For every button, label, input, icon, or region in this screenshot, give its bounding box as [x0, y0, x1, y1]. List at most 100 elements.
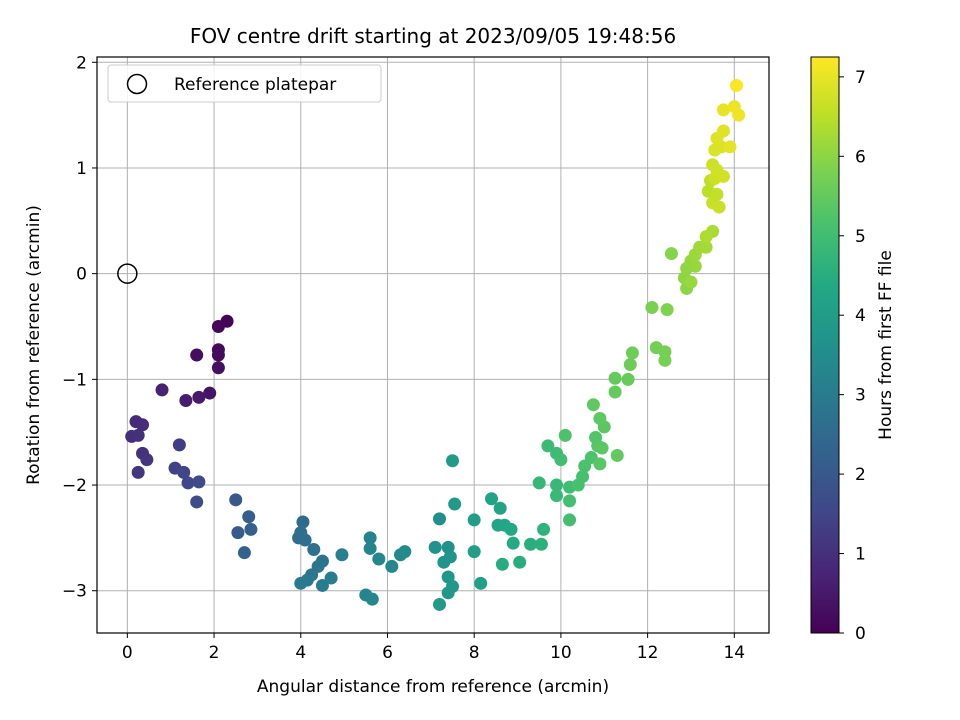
- data-point: [684, 275, 698, 289]
- x-tick-label: 6: [382, 643, 393, 663]
- data-point: [237, 546, 251, 560]
- y-tick-label: −1: [62, 370, 87, 390]
- data-point: [324, 571, 338, 585]
- data-point: [140, 453, 154, 467]
- data-point: [190, 495, 204, 509]
- y-tick-label: 1: [76, 159, 87, 179]
- y-tick-label: −2: [62, 476, 87, 496]
- data-point: [131, 428, 145, 442]
- data-point: [181, 476, 195, 490]
- data-point: [131, 465, 145, 479]
- data-point: [136, 418, 150, 432]
- data-point: [495, 557, 509, 571]
- x-tick-label: 4: [295, 643, 306, 663]
- data-point: [608, 385, 622, 399]
- data-point: [537, 522, 551, 536]
- data-point: [534, 537, 548, 551]
- colorbar-tick-label: 5: [855, 227, 866, 247]
- legend: Reference platepar: [107, 64, 382, 103]
- data-point: [513, 555, 527, 569]
- data-point: [554, 453, 568, 467]
- grid-lines: [97, 57, 769, 633]
- data-point: [437, 555, 451, 569]
- data-point: [294, 526, 308, 540]
- data-point: [563, 494, 577, 508]
- y-tick-label: −3: [62, 582, 87, 602]
- plot-frame: [96, 56, 770, 634]
- data-point: [335, 548, 349, 562]
- data-point: [448, 497, 462, 511]
- data-point: [428, 540, 442, 554]
- data-point: [179, 393, 193, 407]
- data-point: [192, 390, 206, 404]
- data-point: [177, 465, 191, 479]
- legend-box: [107, 64, 382, 103]
- data-point: [244, 522, 258, 536]
- data-point: [621, 372, 635, 386]
- data-point: [593, 411, 607, 425]
- chart-title: FOV centre drift starting at 2023/09/05 …: [190, 24, 676, 48]
- data-point: [307, 543, 321, 557]
- data-point: [723, 140, 737, 154]
- data-point: [608, 371, 622, 385]
- data-point: [524, 537, 538, 551]
- legend-entry: Reference platepar: [174, 75, 336, 95]
- data-point: [203, 386, 217, 400]
- data-point: [664, 247, 678, 261]
- data-point: [716, 103, 730, 117]
- data-point: [296, 515, 310, 529]
- x-tick-label: 10: [550, 643, 572, 663]
- data-point: [372, 552, 386, 566]
- data-point: [190, 348, 204, 362]
- data-point: [625, 346, 639, 360]
- data-point: [532, 476, 546, 490]
- data-point: [211, 361, 225, 375]
- x-tick-label: 14: [723, 643, 745, 663]
- data-point: [192, 475, 206, 489]
- colorbar-tick-label: 3: [855, 386, 866, 406]
- data-point: [155, 383, 169, 397]
- x-tick-label: 2: [209, 643, 220, 663]
- colorbar-tick-label: 0: [855, 624, 866, 644]
- colorbar-gradient: [810, 56, 840, 634]
- data-point: [623, 358, 637, 372]
- data-point: [595, 441, 609, 455]
- data-points: [117, 79, 746, 611]
- data-point: [363, 541, 377, 555]
- data-point: [441, 586, 455, 600]
- data-point: [433, 512, 447, 526]
- data-point: [211, 320, 225, 334]
- data-point: [550, 478, 564, 492]
- data-point: [716, 169, 730, 183]
- data-point: [688, 259, 702, 273]
- data-point: [398, 545, 412, 559]
- x-tick-label: 12: [637, 643, 659, 663]
- data-point: [645, 300, 659, 314]
- colorbar-tick-label: 1: [855, 545, 866, 565]
- data-point: [506, 536, 520, 550]
- colorbar-label: Hours from first FF file: [876, 250, 896, 440]
- data-point: [716, 124, 730, 138]
- data-point: [365, 592, 379, 606]
- colorbar-tick-label: 2: [855, 465, 866, 485]
- data-point: [541, 439, 555, 453]
- data-point: [563, 513, 577, 527]
- colorbar-tick-label: 6: [855, 147, 866, 167]
- data-point: [593, 457, 607, 471]
- colorbar-ticks: 0 1 2 3 4 5 6 7: [839, 68, 866, 644]
- data-point: [229, 493, 243, 507]
- legend-marker: [126, 73, 148, 95]
- y-axis-label: Rotation from reference (arcmin): [24, 205, 44, 485]
- data-point: [211, 348, 225, 362]
- data-point: [231, 526, 245, 540]
- data-point: [504, 522, 518, 536]
- x-axis-ticks: 0 2 4 6 8 10 12 14: [122, 633, 745, 663]
- data-point: [294, 576, 308, 590]
- y-tick-label: 2: [76, 53, 87, 73]
- data-point: [363, 531, 377, 545]
- data-point: [467, 513, 481, 527]
- data-point: [610, 448, 624, 462]
- data-point: [558, 428, 572, 442]
- data-point: [586, 398, 600, 412]
- data-point: [433, 597, 447, 611]
